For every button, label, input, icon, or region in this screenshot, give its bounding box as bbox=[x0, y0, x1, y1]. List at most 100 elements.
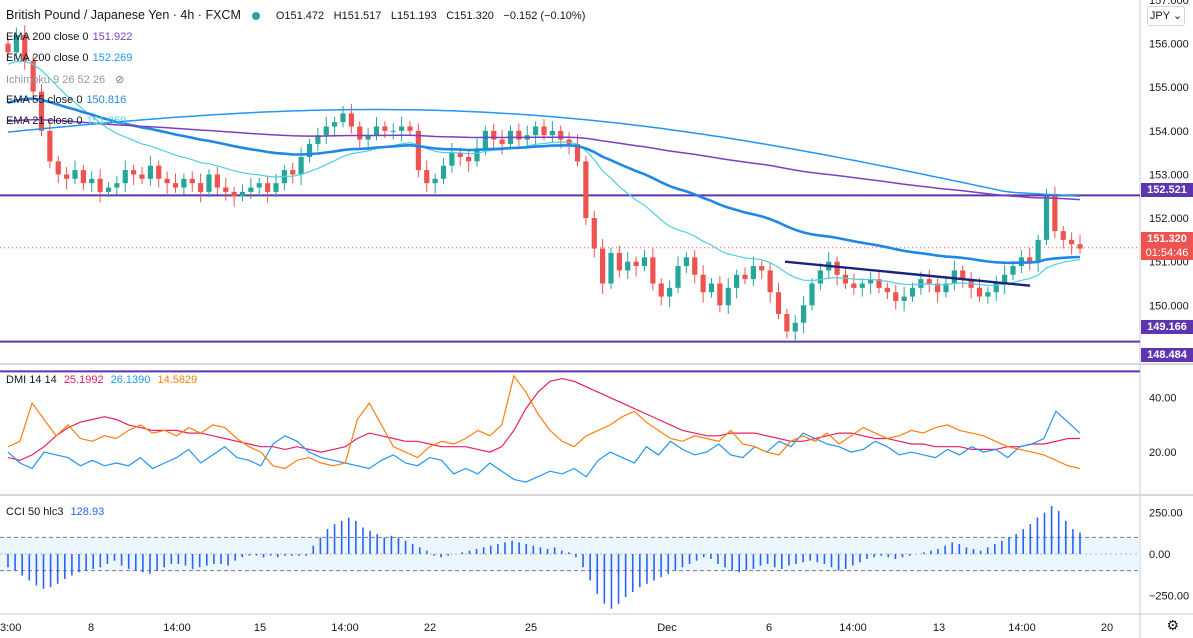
candle-body bbox=[533, 126, 539, 136]
candle-body bbox=[759, 266, 765, 271]
time-tick-label: 14:00 bbox=[839, 622, 867, 634]
candle-body bbox=[1069, 239, 1075, 245]
candle-body bbox=[55, 161, 61, 175]
candle-body bbox=[399, 126, 405, 131]
price-tick-label: 156.000 bbox=[1149, 39, 1189, 51]
dmi-line-2 bbox=[7, 410, 1081, 483]
legend-ema21[interactable]: EMA 21 close 0 151.059 bbox=[6, 115, 130, 127]
cci-tick-label: −250.00 bbox=[1149, 590, 1189, 602]
legend-ema200-blue[interactable]: EMA 200 close 0 152.269 bbox=[6, 52, 136, 64]
candle-body bbox=[817, 270, 823, 284]
candle-body bbox=[876, 279, 882, 288]
trend-line bbox=[784, 260, 1031, 287]
price-tick-label: 150.000 bbox=[1149, 300, 1189, 312]
candle-body bbox=[156, 165, 162, 179]
candle-body bbox=[64, 174, 70, 179]
candle-body bbox=[491, 130, 497, 140]
ema21-line bbox=[7, 60, 1081, 286]
candle-body bbox=[206, 174, 212, 192]
candle-body bbox=[306, 143, 313, 158]
ema55-line bbox=[7, 97, 1081, 265]
candle-body bbox=[114, 183, 120, 188]
legend-value: 150.816 bbox=[86, 94, 127, 106]
price-badge-support-2: 148.484 bbox=[1141, 348, 1193, 362]
ohlc-high: H151.517 bbox=[333, 10, 382, 22]
legend-ema55[interactable]: EMA 55 close 0 150.816 bbox=[6, 94, 130, 106]
dmi-tick-label: 20.00 bbox=[1149, 447, 1177, 459]
legend-value: 152.269 bbox=[92, 52, 133, 64]
legend-label: Ichimoku 9 26 52 26 bbox=[6, 74, 106, 86]
hidden-eye-icon[interactable]: ⊘ bbox=[115, 74, 125, 86]
candle-body bbox=[72, 170, 78, 179]
candle-body bbox=[608, 252, 614, 284]
legend-value: 151.059 bbox=[86, 115, 127, 127]
dmi-value-1: 25.1992 bbox=[63, 374, 104, 386]
candle-body bbox=[884, 287, 890, 293]
legend-label: EMA 21 close 0 bbox=[6, 115, 83, 127]
candle-body bbox=[30, 61, 36, 92]
dmi-line-1 bbox=[7, 377, 1080, 461]
candle-body bbox=[440, 165, 447, 179]
candle-body bbox=[5, 43, 11, 53]
candle-body bbox=[298, 157, 304, 175]
time-tick-label: 6 bbox=[766, 622, 772, 634]
candle-body bbox=[290, 170, 296, 175]
candle-body bbox=[181, 178, 187, 188]
candle-body bbox=[1035, 239, 1041, 262]
candle-body bbox=[466, 157, 472, 162]
candle-body bbox=[499, 139, 505, 144]
candle-body bbox=[340, 113, 346, 123]
candle-body bbox=[985, 292, 991, 297]
candle-body bbox=[89, 178, 95, 184]
candle-body bbox=[1052, 196, 1058, 232]
candle-body bbox=[189, 178, 195, 184]
legend-label: EMA 200 close 0 bbox=[6, 52, 89, 64]
candle-body bbox=[332, 122, 338, 127]
legend-dmi[interactable]: DMI 14 14 25.1992 26.1390 14.5829 bbox=[6, 374, 201, 386]
candle-body bbox=[993, 283, 999, 293]
candle-body bbox=[139, 174, 145, 179]
legend-ema200-purple[interactable]: EMA 200 close 0 151.922 bbox=[6, 31, 136, 43]
candle-body bbox=[834, 261, 840, 275]
candle-body bbox=[164, 178, 170, 184]
time-tick-label: 15 bbox=[254, 622, 266, 634]
candle-body bbox=[415, 130, 421, 171]
candle-body bbox=[641, 257, 648, 267]
candle-body bbox=[775, 292, 782, 315]
candle-body bbox=[80, 170, 86, 184]
candle-body bbox=[625, 261, 631, 271]
candle-body bbox=[382, 126, 388, 131]
ohlc-change: −0.152 (−0.10%) bbox=[503, 10, 586, 22]
time-tick-label: 14:00 bbox=[331, 622, 359, 634]
time-tick-label: 13 bbox=[933, 622, 945, 634]
dmi-tick-label: 40.00 bbox=[1149, 393, 1177, 405]
candle-body bbox=[574, 143, 581, 162]
price-tick-label: 154.000 bbox=[1149, 126, 1189, 138]
time-tick-label: 14:00 bbox=[163, 622, 191, 634]
legend-value: 151.922 bbox=[92, 31, 133, 43]
candle-body bbox=[976, 287, 983, 297]
price-badge-last: 151.320 bbox=[1141, 232, 1193, 246]
candle-body bbox=[97, 178, 103, 192]
candle-body bbox=[373, 126, 380, 136]
candle-body bbox=[1060, 231, 1066, 240]
candle-body bbox=[273, 183, 279, 192]
cci-tick-label: 0.00 bbox=[1149, 549, 1170, 561]
candle-body bbox=[918, 279, 924, 288]
candle-body bbox=[1077, 244, 1083, 249]
legend-ichimoku[interactable]: Ichimoku 9 26 52 26 ⊘ bbox=[6, 73, 128, 86]
price-tick-label: 157.000 bbox=[1149, 0, 1189, 7]
legend-label: EMA 200 close 0 bbox=[6, 31, 89, 43]
candle-body bbox=[960, 270, 966, 280]
candle-body bbox=[516, 130, 522, 140]
candle-body bbox=[248, 187, 254, 192]
currency-button[interactable]: JPY ⌄ bbox=[1147, 6, 1185, 26]
legend-cci[interactable]: CCI 50 hlc3 128.93 bbox=[6, 506, 108, 518]
candle-body bbox=[105, 187, 112, 192]
gear-icon[interactable]: ⚙ bbox=[1166, 617, 1179, 633]
candle-body bbox=[424, 170, 430, 184]
time-tick-label: 3:00 bbox=[0, 622, 21, 634]
candle-body bbox=[851, 283, 857, 288]
candle-body bbox=[323, 126, 329, 136]
